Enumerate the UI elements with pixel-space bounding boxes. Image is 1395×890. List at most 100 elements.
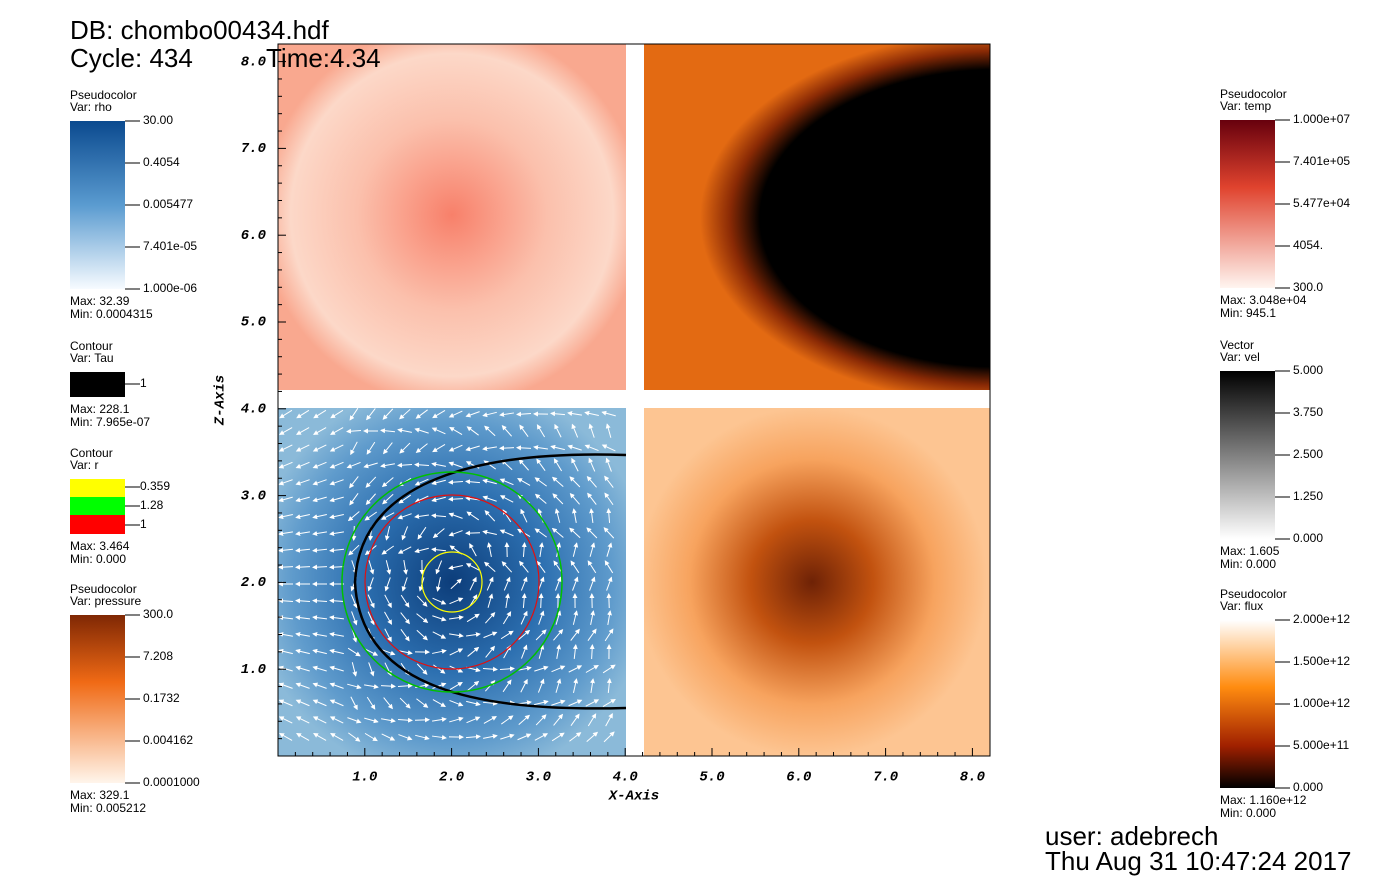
vector-arrow	[601, 410, 616, 417]
vector-arrow	[551, 527, 564, 538]
vector-arrow	[555, 576, 562, 591]
vector-arrow	[278, 564, 294, 570]
legend-label: 7.401e-05	[143, 239, 197, 253]
legend-bar	[1220, 120, 1275, 288]
legend-title: Pseudocolor	[70, 88, 137, 102]
vector-arrow	[312, 496, 327, 503]
rho-patch	[278, 44, 626, 390]
vector-arrow	[465, 734, 481, 740]
vector-arrow	[482, 495, 497, 502]
vector-arrow	[538, 542, 544, 557]
vector-arrow	[568, 699, 583, 707]
x-tick-label: 4.0	[613, 770, 638, 786]
vector-arrow	[383, 442, 393, 455]
vector-arrow	[601, 444, 616, 452]
vector-arrow	[432, 597, 447, 605]
x-tick-label: 5.0	[699, 770, 724, 786]
vector-arrow	[313, 409, 327, 419]
vector-arrow	[380, 683, 396, 689]
vector-arrow	[380, 512, 395, 520]
vector-arrow	[465, 445, 480, 452]
vector-arrow	[364, 684, 379, 689]
z-axis-title: Z-Axis	[213, 375, 229, 426]
legend-max: Max: 1.160e+12	[1220, 793, 1307, 807]
vector-arrow	[329, 547, 345, 553]
vector-arrow	[365, 493, 376, 506]
vector-arrow	[553, 458, 563, 472]
vector-arrow	[448, 565, 463, 571]
vector-arrow	[449, 597, 464, 605]
vector-arrow	[482, 411, 497, 418]
vector-arrow	[278, 496, 293, 503]
vector-arrow	[384, 611, 392, 625]
legend-bar	[70, 615, 125, 783]
vector-arrow	[397, 717, 413, 723]
vector-arrow	[278, 598, 294, 604]
legend-var: Var: pressure	[70, 594, 141, 608]
vector-arrow	[567, 411, 582, 416]
vector-arrow	[604, 628, 614, 642]
legend-label: 0.359	[140, 479, 170, 493]
vector-arrow	[432, 528, 445, 539]
vector-arrow	[517, 665, 532, 671]
legend-var: Var: r	[70, 458, 98, 472]
vector-arrow	[433, 664, 446, 674]
vector-arrow	[589, 508, 595, 524]
x-axis-title: X-Axis	[608, 789, 659, 805]
vector-arrow	[604, 560, 614, 574]
vector-arrow	[279, 409, 293, 419]
vector-arrow	[431, 496, 446, 503]
plot	[277, 43, 991, 757]
vector-arrow	[448, 496, 464, 502]
vector-arrow	[466, 426, 479, 436]
legend-label: 0.005477	[143, 197, 193, 211]
vector-arrow	[571, 423, 579, 438]
vector-arrow	[399, 408, 411, 420]
vector-arrow	[556, 644, 561, 659]
vector-arrow	[516, 411, 532, 417]
vector-arrow	[382, 493, 394, 505]
vector-arrow	[397, 546, 412, 554]
r-contour-red	[364, 494, 540, 670]
vector-arrow	[587, 628, 597, 642]
vector-arrow	[278, 699, 293, 707]
legend-label: 2.000e+12	[1293, 612, 1350, 626]
legend-var: Var: vel	[1220, 350, 1260, 364]
vector-arrow	[432, 648, 447, 654]
vector-arrow	[414, 462, 430, 468]
legend-label: 1.000e-06	[143, 281, 197, 295]
vector-arrow	[450, 578, 462, 590]
legend-title: Pseudocolor	[70, 582, 137, 596]
legend-title: Pseudocolor	[1220, 587, 1287, 601]
z-tick-label: 4.0	[241, 402, 266, 418]
vector-arrow	[586, 475, 597, 488]
vector-arrow	[551, 665, 566, 673]
vector-arrow	[367, 611, 375, 626]
legend-label: 1.000e+07	[1293, 112, 1350, 126]
vector-arrow	[312, 648, 327, 655]
vector-arrow	[295, 665, 310, 672]
vector-arrow	[295, 615, 311, 621]
vector-arrow	[518, 458, 529, 471]
vector-arrow	[606, 542, 613, 557]
vector-arrow	[466, 716, 481, 724]
vector-arrow	[521, 542, 527, 558]
vector-arrow	[279, 733, 293, 741]
vector-arrow	[415, 409, 428, 419]
vector-arrow	[554, 423, 562, 438]
vector-arrow	[312, 479, 327, 486]
vector-arrow	[329, 427, 344, 435]
vector-arrow	[415, 443, 428, 453]
vector-arrow	[466, 700, 481, 707]
vector-arrow	[449, 681, 463, 690]
vector-arrow	[382, 408, 394, 420]
legend-var: Var: flux	[1220, 599, 1263, 613]
pressure-patch	[644, 408, 990, 756]
legend-label: 300.0	[143, 607, 173, 621]
vector-arrow	[349, 476, 359, 489]
z-tick-label: 3.0	[241, 488, 266, 504]
legend-label: 7.401e+05	[1293, 154, 1350, 168]
vector-arrow	[347, 511, 360, 522]
vector-arrow	[570, 560, 580, 574]
vector-arrow	[366, 441, 376, 455]
